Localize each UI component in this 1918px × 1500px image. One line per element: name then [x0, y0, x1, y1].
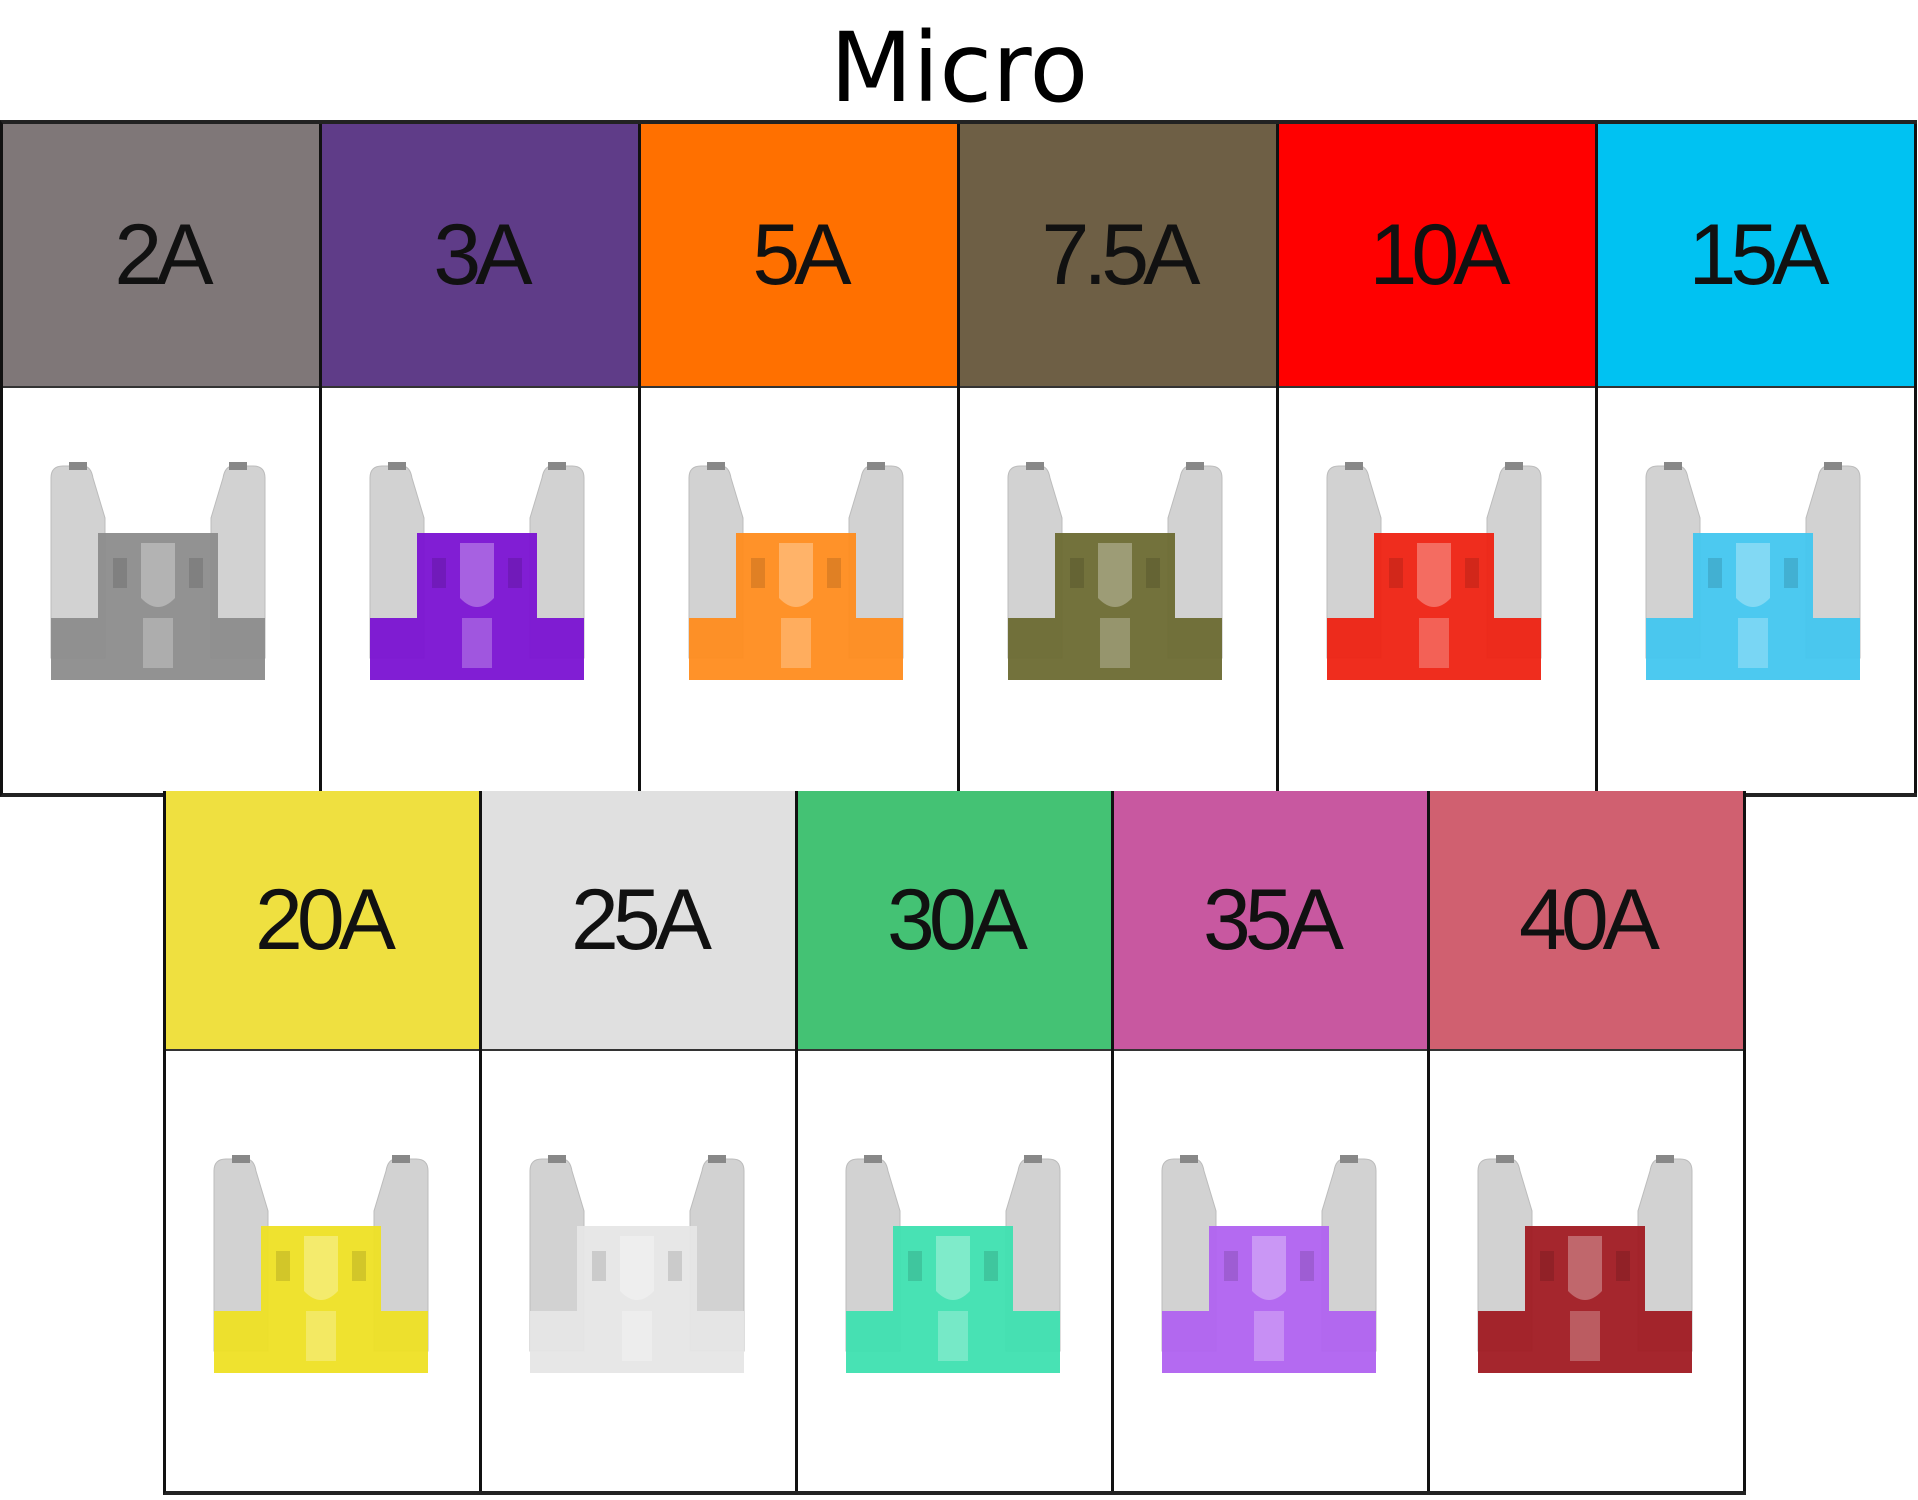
- fuse-image-area: [1279, 388, 1595, 793]
- fuse-row-1: 2A 3A 5A 7.5A 10A: [0, 120, 1917, 797]
- blade-fuse-icon: [1319, 458, 1549, 688]
- fuse-image-area: [3, 388, 319, 793]
- blade-fuse-icon: [43, 458, 273, 688]
- fuse-row-2: 20A 25A 30A 35A 40A: [163, 791, 1746, 1495]
- fuse-rating-label: 15A: [1598, 124, 1914, 388]
- fuse-cell-20a: 20A: [166, 791, 482, 1491]
- fuse-image-area: [482, 1051, 795, 1491]
- fuse-image-area: [641, 388, 957, 793]
- blade-fuse-icon: [1638, 458, 1868, 688]
- fuse-cell-40a: 40A: [1430, 791, 1746, 1491]
- fuse-cell-7-5a: 7.5A: [960, 124, 1279, 793]
- blade-fuse-icon: [1000, 458, 1230, 688]
- blade-fuse-icon: [362, 458, 592, 688]
- fuse-image-area: [1114, 1051, 1427, 1491]
- fuse-rating-label: 40A: [1430, 791, 1743, 1051]
- fuse-image-area: [1598, 388, 1914, 793]
- fuse-cell-10a: 10A: [1279, 124, 1598, 793]
- fuse-rating-label: 35A: [1114, 791, 1427, 1051]
- blade-fuse-icon: [1154, 1151, 1384, 1381]
- fuse-cell-15a: 15A: [1598, 124, 1917, 793]
- fuse-rating-label: 3A: [322, 124, 638, 388]
- fuse-rating-label: 5A: [641, 124, 957, 388]
- fuse-cell-2a: 2A: [3, 124, 322, 793]
- page-title: Micro: [829, 12, 1089, 124]
- fuse-image-area: [322, 388, 638, 793]
- fuse-cell-3a: 3A: [322, 124, 641, 793]
- fuse-rating-label: 25A: [482, 791, 795, 1051]
- blade-fuse-icon: [681, 458, 911, 688]
- fuse-cell-30a: 30A: [798, 791, 1114, 1491]
- fuse-cell-25a: 25A: [482, 791, 798, 1491]
- fuse-image-area: [960, 388, 1276, 793]
- fuse-image-area: [798, 1051, 1111, 1491]
- fuse-rating-label: 10A: [1279, 124, 1595, 388]
- fuse-rating-label: 2A: [3, 124, 319, 388]
- blade-fuse-icon: [838, 1151, 1068, 1381]
- fuse-rating-label: 30A: [798, 791, 1111, 1051]
- fuse-rating-label: 20A: [166, 791, 479, 1051]
- fuse-rating-label: 7.5A: [960, 124, 1276, 388]
- fuse-image-area: [166, 1051, 479, 1491]
- blade-fuse-icon: [206, 1151, 436, 1381]
- blade-fuse-icon: [522, 1151, 752, 1381]
- fuse-image-area: [1430, 1051, 1743, 1491]
- fuse-cell-5a: 5A: [641, 124, 960, 793]
- fuse-cell-35a: 35A: [1114, 791, 1430, 1491]
- blade-fuse-icon: [1470, 1151, 1700, 1381]
